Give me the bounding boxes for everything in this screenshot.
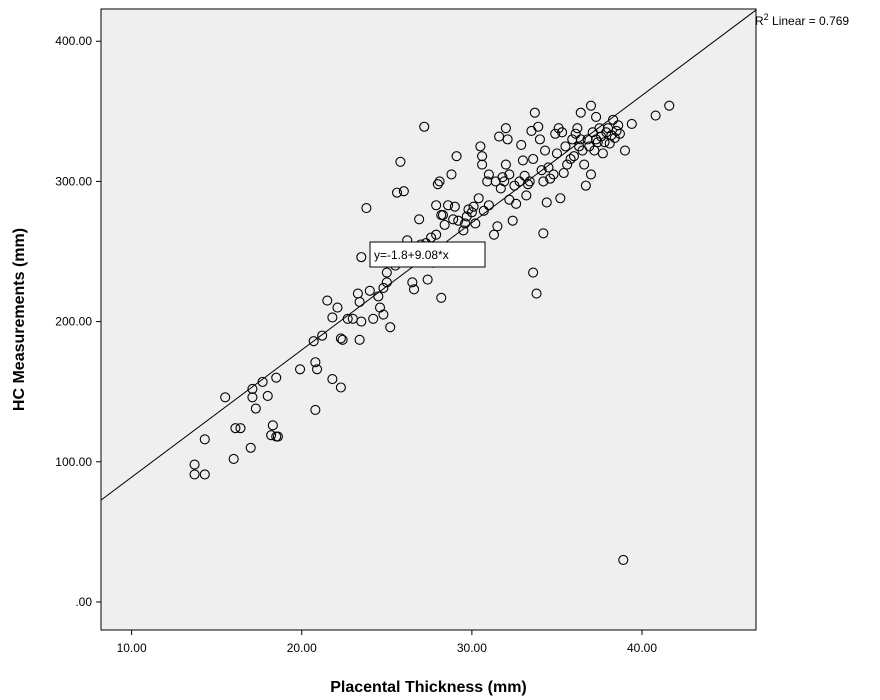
y-tick-label: .00 (75, 595, 92, 609)
y-tick-label: 100.00 (55, 455, 92, 469)
r2-label: R2 Linear = 0.769 (755, 12, 849, 28)
y-tick-label: 400.00 (55, 34, 92, 48)
x-tick-label: 30.00 (457, 641, 487, 655)
y-tick-label: 200.00 (55, 315, 92, 329)
r2-text: Linear = 0.769 (769, 14, 850, 28)
x-tick-label: 20.00 (287, 641, 317, 655)
equation-label-box: y=-1.8+9.08*x (370, 242, 485, 267)
y-axis-title: HC Measurements (mm) (11, 228, 28, 411)
plot-area (101, 9, 756, 630)
y-tick-label: 300.00 (55, 174, 92, 188)
equation-label: y=-1.8+9.08*x (374, 248, 449, 262)
x-axis-title: Placental Thickness (mm) (330, 679, 527, 696)
x-tick-label: 40.00 (627, 641, 657, 655)
x-tick-label: 10.00 (117, 641, 147, 655)
